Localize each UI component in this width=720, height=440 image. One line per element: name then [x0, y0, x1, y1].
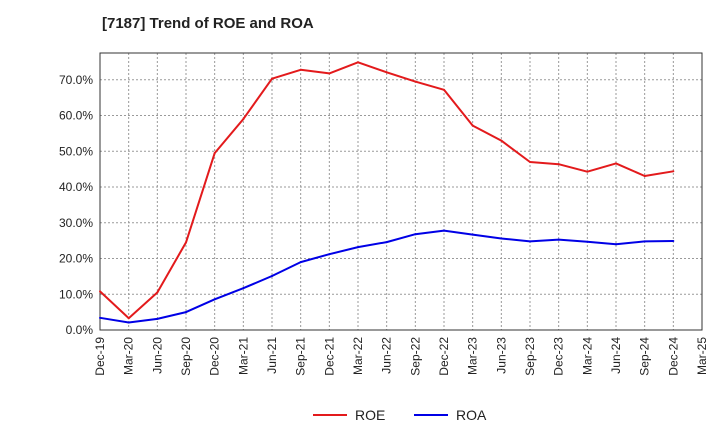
x-tick-label: Jun-23 [494, 337, 508, 374]
x-tick-label: Jun-24 [609, 337, 623, 374]
y-tick-label: 40.0% [59, 180, 93, 194]
x-tick-label: Dec-23 [552, 337, 566, 376]
data-point-roa [213, 298, 216, 301]
x-tick-label: Jun-20 [150, 337, 164, 374]
data-point-roe [443, 88, 445, 91]
legend-swatch-roa [414, 414, 448, 416]
x-tick-label: Mar-25 [695, 337, 709, 375]
data-point-roa [443, 229, 445, 232]
data-point-roe [185, 241, 187, 244]
data-point-roe [385, 71, 388, 74]
x-tick-label: Dec-21 [322, 337, 336, 376]
x-tick-label: Dec-24 [666, 337, 680, 376]
y-tick-label: 10.0% [59, 287, 93, 301]
data-point-roa [242, 287, 245, 290]
y-tick-label: 0.0% [66, 323, 94, 337]
legend-item-roa: ROA [414, 404, 486, 426]
data-point-roe [127, 317, 130, 320]
chart-title: [7187] Trend of ROE and ROA [102, 15, 314, 32]
x-tick-label: Mar-23 [466, 337, 480, 375]
data-point-roa [586, 240, 589, 243]
data-point-roe [242, 118, 245, 121]
data-point-roa [156, 317, 159, 320]
y-tick-label: 50.0% [59, 144, 93, 158]
series-lines [99, 61, 675, 324]
legend-label-roe: ROE [355, 407, 386, 423]
x-tick-label: Jun-21 [265, 337, 279, 374]
data-point-roa [385, 241, 388, 244]
data-point-roa [500, 237, 503, 240]
legend-item-roe: ROE [313, 404, 385, 426]
data-point-roe [615, 162, 617, 165]
data-point-roe [156, 291, 159, 294]
plot-area [99, 52, 703, 331]
data-point-roa [99, 316, 101, 319]
x-tick-label: Mar-21 [236, 337, 250, 375]
x-tick-label: Dec-20 [208, 337, 222, 376]
data-point-roa [271, 275, 273, 278]
data-point-roa [185, 311, 187, 314]
x-tick-label: Sep-23 [523, 337, 537, 376]
data-point-roa [328, 253, 331, 256]
data-point-roe [357, 61, 359, 64]
y-tick-label: 30.0% [59, 216, 93, 230]
data-point-roe [471, 124, 474, 127]
y-axis-tick-labels: 0.0% 10.0% 20.0% 30.0% 40.0% 50.0% 60.0% 70.0% [59, 73, 93, 337]
data-point-roe [213, 152, 216, 155]
x-tick-label: Jun-22 [380, 337, 394, 374]
y-tick-label: 70.0% [59, 73, 93, 87]
x-tick-label: Mar-20 [122, 337, 136, 375]
x-tick-label: Sep-20 [179, 337, 193, 376]
data-point-roe [500, 139, 503, 142]
x-tick-label: Mar-22 [351, 337, 365, 375]
data-point-roe [643, 174, 646, 177]
data-point-roa [529, 240, 531, 243]
legend-label-roa: ROA [456, 407, 487, 423]
data-point-roa [615, 243, 617, 246]
data-point-roa [643, 240, 646, 243]
x-axis-tick-labels: Dec-19 Mar-20 Jun-20 Sep-20 Dec-20 Mar-21 Jun-… [93, 337, 709, 376]
legend: ROE ROA [0, 404, 720, 426]
data-point-roa [471, 233, 474, 236]
grid-lines [99, 53, 703, 331]
data-point-roe [672, 170, 675, 173]
data-point-roe [299, 68, 302, 71]
x-tick-label: Sep-22 [408, 337, 422, 376]
legend-swatch-roe [313, 414, 347, 416]
x-tick-label: Dec-22 [437, 337, 451, 376]
x-tick-label: Sep-24 [638, 337, 652, 376]
y-tick-label: 60.0% [59, 109, 93, 123]
x-tick-label: Dec-19 [93, 337, 107, 376]
x-tick-label: Sep-21 [294, 337, 308, 376]
data-point-roe [529, 161, 531, 164]
plot-border [99, 52, 703, 331]
y-tick-label: 20.0% [59, 252, 93, 266]
x-tick-label: Mar-24 [580, 337, 594, 375]
data-point-roe [99, 290, 101, 293]
data-point-roe [328, 72, 331, 75]
data-point-roe [271, 77, 273, 80]
data-point-roa [557, 238, 560, 241]
data-point-roa [127, 321, 130, 324]
data-point-roa [672, 240, 675, 243]
data-point-roa [414, 233, 417, 236]
data-point-roa [299, 261, 302, 264]
data-point-roe [586, 170, 589, 173]
data-point-roe [414, 80, 417, 83]
data-point-roa [357, 246, 359, 249]
data-point-roe [557, 163, 560, 166]
